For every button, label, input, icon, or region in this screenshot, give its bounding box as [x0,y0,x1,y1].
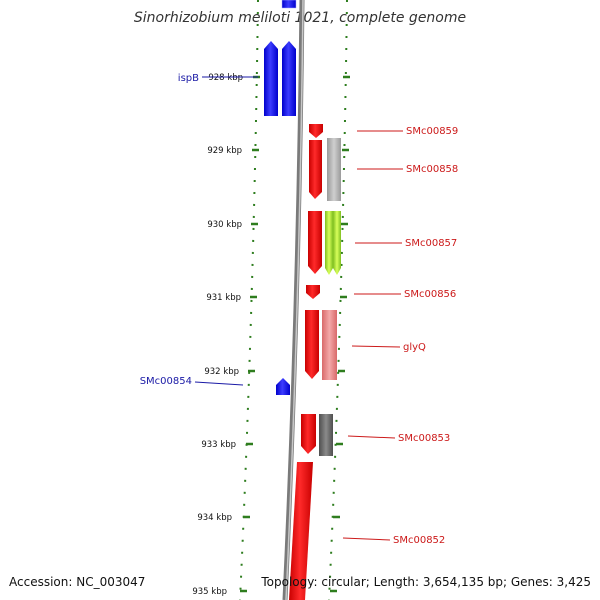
label-leaders [194,76,403,541]
gene-SMc00858-homolog[interactable] [327,138,341,201]
gene-SMc00853[interactable] [301,414,316,454]
tick-label-930: 930 kbp [207,220,242,230]
gene-SMc00853-homolog[interactable] [319,414,333,456]
gene-label-SMc00852[interactable]: SMc00852 [393,535,445,546]
accession-text: Accession: NC_003047 [9,575,146,589]
genome-backbone [282,0,305,600]
tick-label-933: 933 kbp [201,440,236,450]
gene-SMc00858[interactable] [309,140,322,199]
gene-label-SMc00858[interactable]: SMc00858 [406,164,458,175]
reverse-strand-genes [264,0,297,395]
tick-label-932: 932 kbp [204,367,239,377]
gene-SMc00859[interactable] [309,124,323,138]
gene-SMc00852[interactable] [289,462,313,600]
gene-SMc00856[interactable] [306,285,320,299]
forward-strand-genes [289,124,341,600]
gene-SMc00857-homolog-b[interactable] [333,211,341,275]
gene-label-SMc00856[interactable]: SMc00856 [404,289,456,300]
tick-label-929: 929 kbp [207,146,242,156]
leader-glyQ [351,345,401,348]
gene-SMc00854[interactable] [276,378,290,395]
genome-backbone-highlight [285,0,304,600]
genome-summary-text: Topology: circular; Length: 3,654,135 bp… [261,575,591,589]
gene-ispB-b[interactable] [282,41,296,116]
gene-SMc00857[interactable] [308,211,322,274]
tick-label-931: 931 kbp [206,293,241,303]
gene-label-SMc00854[interactable]: SMc00854 [140,376,192,387]
right-tick-track [328,0,348,600]
gene-label-glyQ[interactable]: glyQ [403,342,426,353]
tick-label-935: 935 kbp [192,587,227,597]
gene-top-fragment[interactable] [281,0,297,9]
tick-label-934: 934 kbp [197,513,232,523]
leader-SMc00853 [347,435,396,439]
leader-SMc00854 [194,381,244,386]
gene-glyQ[interactable] [305,310,319,379]
left-tick-track [239,0,259,600]
gene-label-SMc00859[interactable]: SMc00859 [406,126,458,137]
gene-label-ispB[interactable]: ispB [178,73,199,84]
gene-label-SMc00857[interactable]: SMc00857 [405,238,457,249]
gene-glyQ-homolog[interactable] [322,310,337,380]
gene-ispB-a[interactable] [264,41,278,116]
gene-label-SMc00853[interactable]: SMc00853 [398,433,450,444]
tick-label-928: 928 kbp [208,73,243,83]
gene-SMc00857-homolog-a[interactable] [325,211,333,275]
leader-SMc00852 [342,537,391,541]
major-ticks [240,75,350,593]
